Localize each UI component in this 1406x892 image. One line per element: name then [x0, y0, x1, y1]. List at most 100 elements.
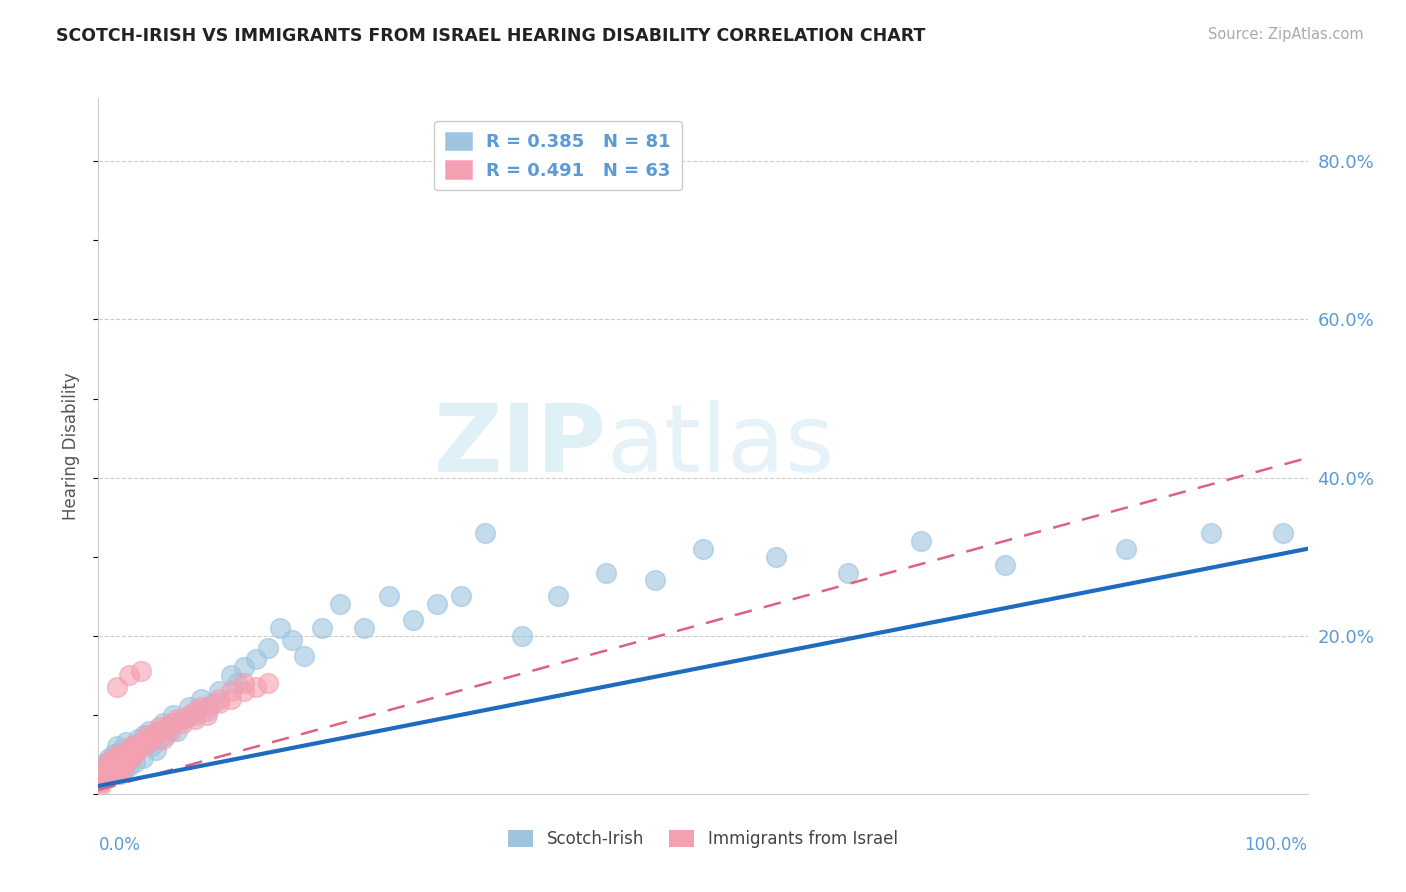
Point: [1272, 525, 1295, 540]
Point: [143, 728, 166, 742]
Point: [138, 723, 160, 738]
Point: [145, 743, 167, 757]
Point: [115, 735, 138, 749]
Point: [141, 739, 163, 754]
Point: [90, 775, 112, 789]
Y-axis label: Hearing Disability: Hearing Disability: [62, 372, 80, 520]
Point: [202, 696, 225, 710]
Point: [114, 747, 136, 762]
Point: [127, 743, 149, 757]
Point: [208, 692, 231, 706]
Point: [114, 747, 136, 762]
Point: [329, 597, 352, 611]
Text: atlas: atlas: [606, 400, 835, 492]
Point: [108, 767, 131, 781]
Point: [98, 767, 121, 781]
Point: [104, 756, 127, 770]
Point: [377, 589, 399, 603]
Point: [135, 728, 157, 742]
Point: [166, 712, 188, 726]
Point: [692, 541, 714, 556]
Point: [179, 707, 201, 722]
Point: [837, 566, 859, 580]
Point: [132, 739, 155, 754]
Point: [89, 779, 111, 793]
Point: [155, 728, 177, 742]
Point: [208, 684, 231, 698]
Point: [110, 743, 132, 757]
Point: [1115, 541, 1137, 556]
Point: [195, 699, 218, 714]
Point: [221, 684, 243, 698]
Point: [269, 621, 291, 635]
Point: [118, 759, 141, 773]
Point: [117, 756, 139, 770]
Point: [100, 763, 122, 777]
Point: [179, 699, 201, 714]
Point: [426, 597, 449, 611]
Point: [221, 692, 243, 706]
Point: [245, 652, 267, 666]
Point: [221, 668, 243, 682]
Point: [105, 767, 128, 781]
Point: [156, 720, 179, 734]
Point: [122, 747, 145, 762]
Point: [159, 720, 181, 734]
Point: [256, 676, 278, 690]
Point: [172, 712, 194, 726]
Point: [547, 589, 569, 603]
Point: [281, 632, 304, 647]
Point: [124, 747, 146, 762]
Point: [107, 747, 129, 762]
Point: [93, 763, 115, 777]
Point: [208, 696, 231, 710]
Point: [184, 712, 207, 726]
Point: [166, 723, 188, 738]
Point: [311, 621, 333, 635]
Point: [160, 723, 183, 738]
Point: [910, 533, 932, 548]
Point: [232, 684, 254, 698]
Point: [110, 763, 132, 777]
Point: [134, 728, 156, 742]
Legend: Scotch-Irish, Immigrants from Israel: Scotch-Irish, Immigrants from Israel: [502, 823, 904, 855]
Point: [105, 763, 128, 777]
Point: [96, 756, 118, 770]
Point: [98, 751, 121, 765]
Point: [190, 699, 212, 714]
Point: [118, 747, 141, 762]
Point: [91, 767, 114, 781]
Point: [195, 707, 218, 722]
Point: [118, 743, 141, 757]
Point: [104, 763, 127, 777]
Point: [108, 751, 131, 765]
Point: [124, 756, 146, 770]
Point: [152, 731, 174, 746]
Point: [118, 668, 141, 682]
Point: [152, 715, 174, 730]
Point: [118, 743, 141, 757]
Point: [232, 660, 254, 674]
Point: [100, 763, 122, 777]
Point: [135, 735, 157, 749]
Point: [148, 723, 170, 738]
Point: [96, 771, 118, 785]
Point: [292, 648, 315, 663]
Point: [91, 767, 114, 781]
Text: SCOTCH-IRISH VS IMMIGRANTS FROM ISRAEL HEARING DISABILITY CORRELATION CHART: SCOTCH-IRISH VS IMMIGRANTS FROM ISRAEL H…: [56, 27, 925, 45]
Point: [226, 676, 249, 690]
Point: [127, 743, 149, 757]
Point: [97, 756, 120, 770]
Point: [108, 759, 131, 773]
Point: [474, 525, 496, 540]
Point: [184, 707, 207, 722]
Point: [112, 763, 135, 777]
Point: [139, 735, 162, 749]
Point: [135, 731, 157, 746]
Point: [111, 756, 134, 770]
Point: [353, 621, 375, 635]
Point: [112, 759, 135, 773]
Point: [160, 715, 183, 730]
Point: [108, 759, 131, 773]
Point: [256, 640, 278, 655]
